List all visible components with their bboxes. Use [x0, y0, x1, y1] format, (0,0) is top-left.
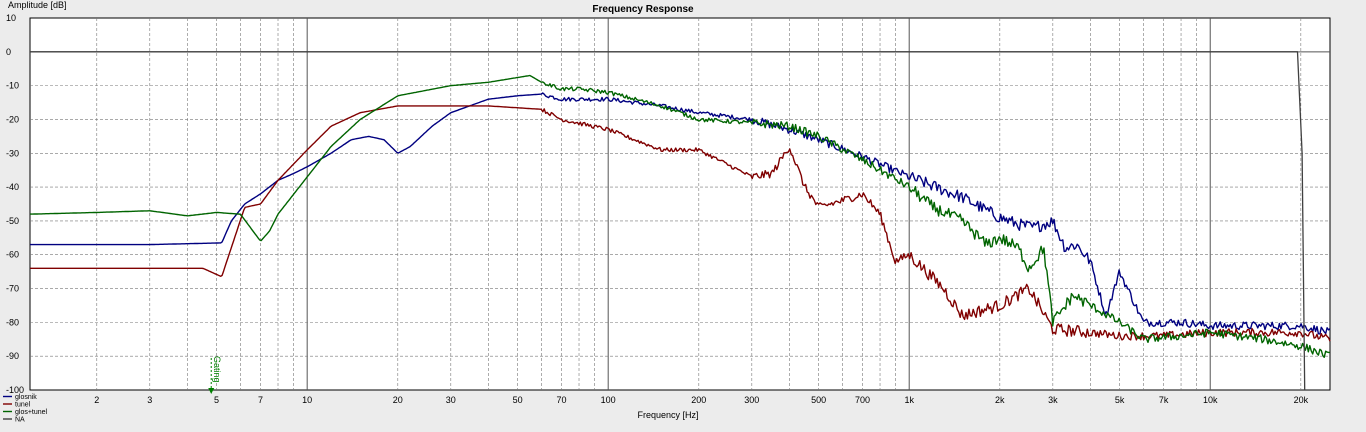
y-tick-label: -50	[6, 216, 19, 226]
y-tick-label: -70	[6, 284, 19, 294]
y-tick-label: 10	[6, 13, 16, 23]
grid-layer	[30, 18, 1330, 390]
x-tick-label: 3k	[1048, 395, 1058, 405]
series-line-glos-tunel	[30, 74, 1330, 358]
chart-title: Frequency Response	[592, 4, 694, 15]
y-tick-label: -20	[6, 114, 19, 124]
x-tick-label: 3	[147, 395, 152, 405]
x-tick-label: 700	[855, 395, 870, 405]
x-tick-label: 30	[446, 395, 456, 405]
x-tick-label: 500	[811, 395, 826, 405]
series-line-tunel	[30, 105, 1331, 342]
y-tick-label: -80	[6, 317, 19, 327]
legend-label: NA	[15, 417, 25, 424]
gating-marker-arrow	[208, 388, 215, 394]
x-tick-label: 10k	[1203, 395, 1218, 405]
legend-label: tunel	[15, 402, 31, 409]
x-tick-label: 1k	[904, 395, 914, 405]
y-tick-label: -60	[6, 250, 19, 260]
x-tick-label: 300	[744, 395, 759, 405]
x-tick-label: 7k	[1159, 395, 1169, 405]
y-axis-label: Amplitude [dB]	[8, 0, 67, 10]
x-tick-label: 20	[393, 395, 403, 405]
plot-area	[29, 17, 1331, 391]
x-axis-label: Frequency [Hz]	[637, 410, 698, 420]
series-layer	[30, 51, 1331, 391]
y-tick-label: 0	[6, 47, 11, 57]
gating-marker-label: Gating	[212, 356, 222, 383]
y-tick-label: -90	[6, 351, 19, 361]
x-tick-label: 5k	[1115, 395, 1125, 405]
legend-label: glosnik	[15, 394, 37, 401]
legend-label: glos+tunel	[15, 409, 48, 416]
x-tick-label: 2	[94, 395, 99, 405]
x-tick-label: 50	[513, 395, 523, 405]
x-tick-label: 20k	[1294, 395, 1309, 405]
y-tick-label: -100	[6, 385, 24, 395]
x-tick-label: 5	[214, 395, 219, 405]
y-tick-label: -40	[6, 182, 19, 192]
x-tick-label: 100	[601, 395, 616, 405]
series-line-NA	[30, 51, 1306, 391]
x-tick-label: 10	[302, 395, 312, 405]
x-tick-label: 70	[557, 395, 567, 405]
y-tick-label: -10	[6, 81, 19, 91]
x-tick-label: 200	[691, 395, 706, 405]
x-tick-label: 2k	[995, 395, 1005, 405]
x-tick-label: 7	[258, 395, 263, 405]
y-tick-label: -30	[6, 148, 19, 158]
